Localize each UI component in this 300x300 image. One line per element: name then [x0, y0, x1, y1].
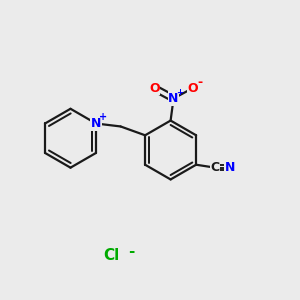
Text: O: O — [149, 82, 160, 95]
Text: +: + — [176, 88, 184, 97]
Text: N: N — [168, 92, 179, 105]
Text: C: C — [211, 161, 220, 174]
Text: N: N — [91, 117, 101, 130]
Text: Cl: Cl — [103, 248, 120, 263]
Text: N: N — [225, 161, 235, 174]
Text: O: O — [188, 82, 198, 95]
Text: -: - — [128, 244, 134, 259]
Text: -: - — [197, 76, 202, 89]
Text: +: + — [99, 112, 107, 122]
